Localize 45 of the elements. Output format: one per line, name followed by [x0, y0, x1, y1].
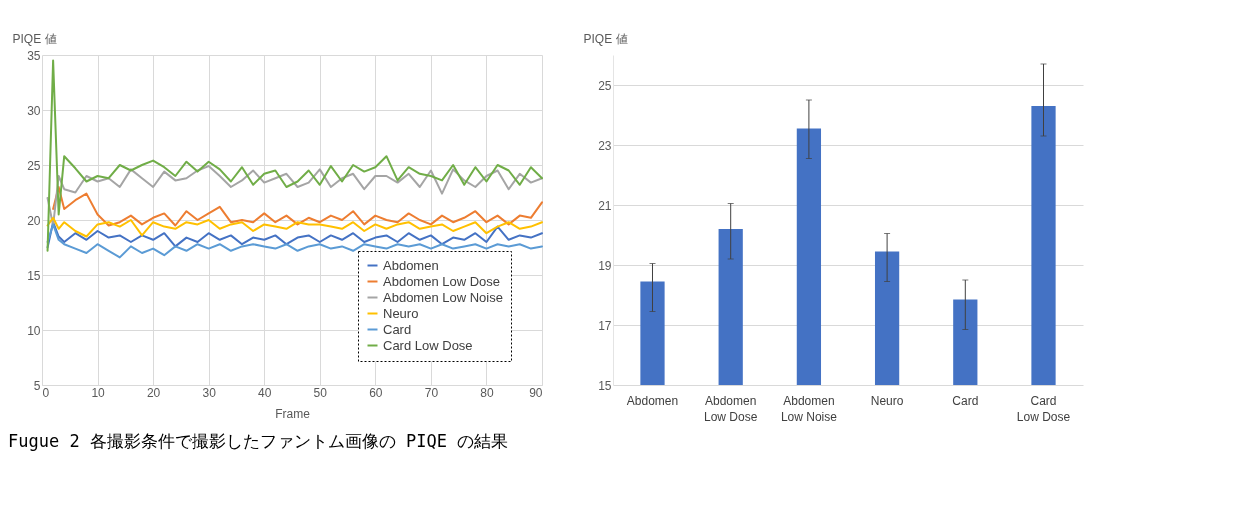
y-tick-label: 25 [27, 158, 41, 173]
x-tick-label: Card [952, 393, 979, 408]
y-tick-label: 21 [598, 198, 612, 213]
y-tick-label: 17 [598, 318, 612, 333]
x-tick-label: 10 [91, 385, 106, 400]
x-tick-label: 80 [480, 385, 494, 400]
y-tick-label: 23 [598, 138, 612, 153]
y-tick-label: 15 [598, 378, 612, 393]
y-axis-title: PIQE 値 [12, 31, 57, 46]
x-tick-label: Card Low Dose [1016, 393, 1071, 424]
x-tick-label: 90 [529, 385, 543, 400]
legend-label: Card Low Dose [383, 337, 473, 353]
line-series [52, 186, 543, 227]
y-tick-label: 35 [27, 48, 41, 63]
x-tick-label: 30 [202, 385, 217, 400]
line-series [46, 165, 543, 227]
legend-label: Card [383, 321, 412, 337]
legend-label: Abdomen Low Dose [383, 273, 501, 289]
y-tick-label: 10 [27, 323, 41, 338]
line-series [46, 221, 543, 249]
x-tick-label: Abdomen Low Dose [704, 393, 758, 424]
line-series [46, 223, 543, 259]
x-axis-title: Frame [275, 406, 311, 421]
x-tick-label: Abdomen Low Noise [780, 393, 838, 424]
legend-label: Abdomen Low Noise [383, 289, 503, 305]
x-tick-label: 20 [146, 385, 161, 400]
y-axis-title: PIQE 値 [583, 31, 628, 46]
x-tick-label: Abdomen [626, 393, 679, 408]
line-series [46, 216, 543, 238]
y-tick-label: 15 [27, 268, 41, 283]
y-tick-label: 20 [27, 213, 41, 228]
x-tick-label: Neuro [870, 393, 904, 408]
legend-label: Abdomen [383, 257, 439, 273]
x-tick-label: 40 [258, 385, 272, 400]
text: Fugue 2 各撮影条件で撮影したファントム画像の PIQE の結果 [8, 430, 510, 453]
x-tick-label: 60 [369, 385, 383, 400]
line-series [46, 59, 543, 252]
x-tick-label: 70 [424, 385, 439, 400]
x-tick-label: 0 [42, 385, 50, 400]
y-tick-label: 25 [598, 78, 612, 93]
y-tick-label: 5 [33, 378, 41, 393]
legend-label: Neuro [383, 305, 419, 321]
x-tick-label: 50 [313, 385, 328, 400]
y-tick-label: 19 [598, 258, 612, 273]
y-tick-label: 30 [27, 103, 41, 118]
